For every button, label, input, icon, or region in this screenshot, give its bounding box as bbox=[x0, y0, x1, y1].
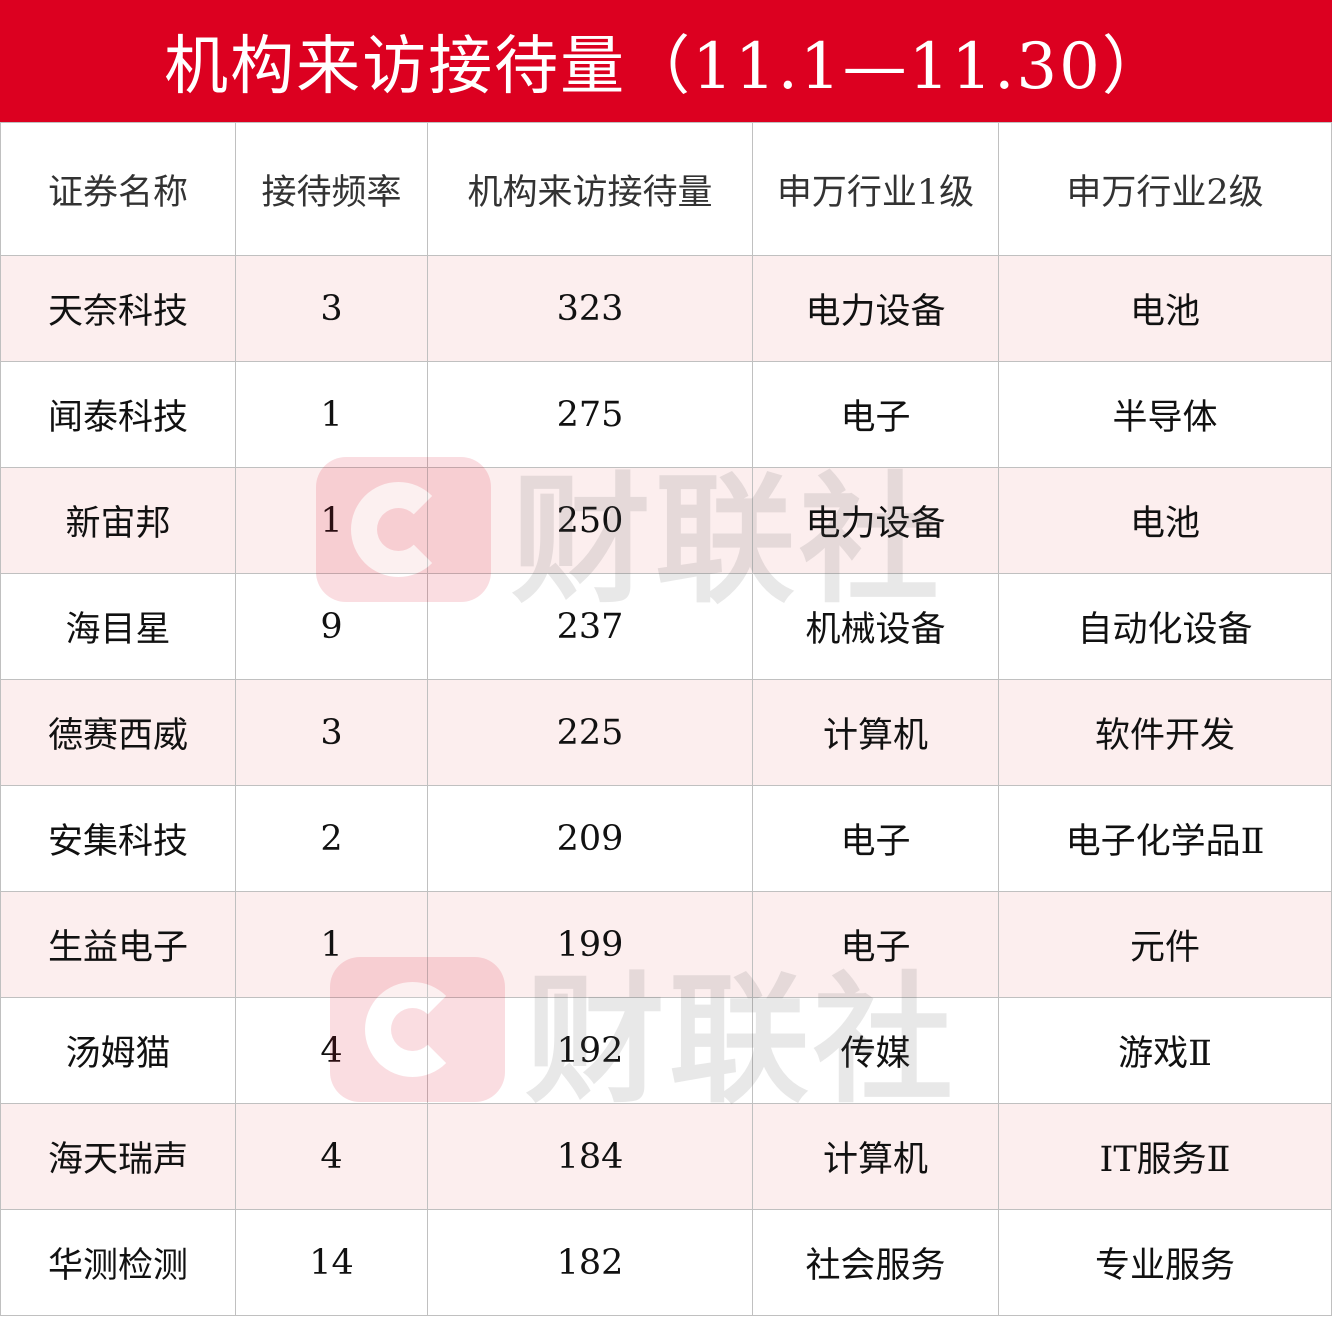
table-cell: 社会服务 bbox=[752, 1209, 999, 1316]
table-cell: 电子化学品Ⅱ bbox=[998, 785, 1332, 892]
table-cell: 184 bbox=[427, 1103, 753, 1210]
table-cell: 电力设备 bbox=[752, 467, 999, 574]
column-header: 机构来访接待量 bbox=[427, 122, 753, 256]
table-cell: 游戏Ⅱ bbox=[998, 997, 1332, 1104]
table-cell: 225 bbox=[427, 679, 753, 786]
table-cell: 计算机 bbox=[752, 679, 999, 786]
table-cell: 元件 bbox=[998, 891, 1332, 998]
table-row: 天奈科技 3 323 电力设备 电池 bbox=[0, 255, 1332, 362]
header-row: 证券名称 接待频率 机构来访接待量 申万行业1级 申万行业2级 bbox=[0, 122, 1332, 256]
table-row: 生益电子 1 199 电子 元件 bbox=[0, 891, 1332, 998]
table-cell: 电池 bbox=[998, 467, 1332, 574]
table-row: 华测检测 14 182 社会服务 专业服务 bbox=[0, 1209, 1332, 1316]
table-cell: 9 bbox=[235, 573, 428, 680]
table-cell: 专业服务 bbox=[998, 1209, 1332, 1316]
table-row: 海目星 9 237 机械设备 自动化设备 bbox=[0, 573, 1332, 680]
table-cell: 海目星 bbox=[0, 573, 236, 680]
table-cell: 209 bbox=[427, 785, 753, 892]
page-title: 机构来访接待量（11.1—11.30） bbox=[0, 0, 1332, 122]
table-row: 海天瑞声 4 184 计算机 IT服务Ⅱ bbox=[0, 1103, 1332, 1210]
table-cell: 安集科技 bbox=[0, 785, 236, 892]
table-row: 新宙邦 1 250 电力设备 电池 bbox=[0, 467, 1332, 574]
table-cell: 3 bbox=[235, 679, 428, 786]
column-header: 接待频率 bbox=[235, 122, 428, 256]
column-header: 申万行业1级 bbox=[752, 122, 999, 256]
table-cell: 199 bbox=[427, 891, 753, 998]
table-row: 汤姆猫 4 192 传媒 游戏Ⅱ bbox=[0, 997, 1332, 1104]
table-cell: 14 bbox=[235, 1209, 428, 1316]
table-cell: 电子 bbox=[752, 785, 999, 892]
table-row: 闻泰科技 1 275 电子 半导体 bbox=[0, 361, 1332, 468]
table-cell: 192 bbox=[427, 997, 753, 1104]
table-cell: IT服务Ⅱ bbox=[998, 1103, 1332, 1210]
table-cell: 传媒 bbox=[752, 997, 999, 1104]
table-cell: 275 bbox=[427, 361, 753, 468]
table-cell: 323 bbox=[427, 255, 753, 362]
table-cell: 3 bbox=[235, 255, 428, 362]
table-cell: 汤姆猫 bbox=[0, 997, 236, 1104]
table-cell: 电子 bbox=[752, 891, 999, 998]
table-cell: 1 bbox=[235, 467, 428, 574]
column-header: 申万行业2级 bbox=[998, 122, 1332, 256]
table-row: 安集科技 2 209 电子 电子化学品Ⅱ bbox=[0, 785, 1332, 892]
table-cell: 4 bbox=[235, 1103, 428, 1210]
table-cell: 2 bbox=[235, 785, 428, 892]
table-cell: 1 bbox=[235, 891, 428, 998]
table-cell: 德赛西威 bbox=[0, 679, 236, 786]
table-cell: 新宙邦 bbox=[0, 467, 236, 574]
table-cell: 182 bbox=[427, 1209, 753, 1316]
table-cell: 天奈科技 bbox=[0, 255, 236, 362]
table-cell: 电力设备 bbox=[752, 255, 999, 362]
table-cell: 237 bbox=[427, 573, 753, 680]
table-row: 德赛西威 3 225 计算机 软件开发 bbox=[0, 679, 1332, 786]
table-cell: 软件开发 bbox=[998, 679, 1332, 786]
table-cell: 华测检测 bbox=[0, 1209, 236, 1316]
column-header: 证券名称 bbox=[0, 122, 236, 256]
table-cell: 机械设备 bbox=[752, 573, 999, 680]
table-cell: 1 bbox=[235, 361, 428, 468]
table-cell: 自动化设备 bbox=[998, 573, 1332, 680]
data-table: 证券名称 接待频率 机构来访接待量 申万行业1级 申万行业2级 天奈科技 3 323 电力设备… bbox=[0, 122, 1332, 1316]
table-cell: 半导体 bbox=[998, 361, 1332, 468]
table-cell: 电子 bbox=[752, 361, 999, 468]
table-cell: 4 bbox=[235, 997, 428, 1104]
table-cell: 计算机 bbox=[752, 1103, 999, 1210]
table-cell: 海天瑞声 bbox=[0, 1103, 236, 1210]
table-cell: 闻泰科技 bbox=[0, 361, 236, 468]
table-cell: 电池 bbox=[998, 255, 1332, 362]
table-cell: 生益电子 bbox=[0, 891, 236, 998]
table-cell: 250 bbox=[427, 467, 753, 574]
